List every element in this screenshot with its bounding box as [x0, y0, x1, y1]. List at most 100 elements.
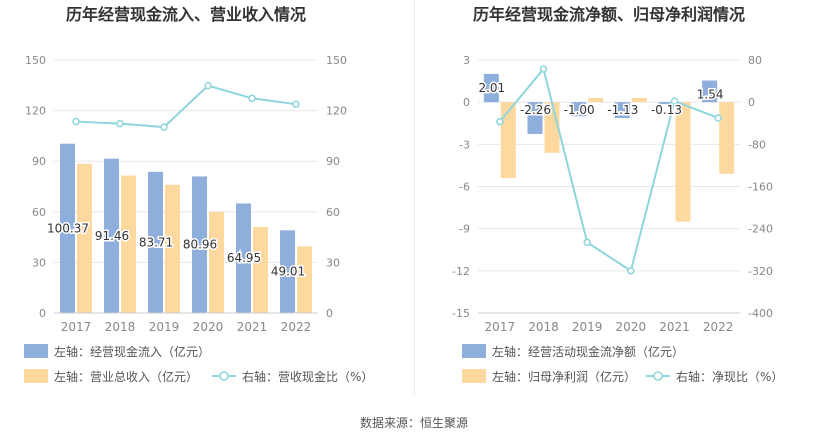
right-ratio-point	[583, 238, 591, 247]
left-x-tick-label: 2021	[237, 320, 268, 334]
right-left-tick-label: 3	[463, 54, 470, 67]
left-legend-label: 左轴：营业总收入（亿元）	[54, 369, 198, 384]
left-bar-data-label: 91.46	[95, 229, 129, 243]
right-bar-secondary	[719, 102, 735, 174]
right-bar-data-label: 1.54	[697, 88, 724, 102]
left-right-tick-label: 150	[326, 54, 347, 67]
left-left-tick-label: 0	[39, 307, 46, 320]
net-cashflow-profit-chart: 历年经营现金流净额、归母净利润情况 3 80 0 0 -3 -80 -6 -160 -9 -240 -…	[452, 5, 783, 384]
left-bar-secondary	[121, 175, 136, 313]
panel-divider	[414, 0, 415, 395]
right-chart-title: 历年经营现金流净额、归母净利润情况	[473, 5, 745, 24]
right-x-tick-label: 2017	[485, 320, 516, 334]
right-right-tick-label: -80	[748, 138, 766, 151]
left-bar-primary	[60, 143, 75, 313]
right-bar-secondary	[588, 97, 604, 103]
right-left-tick-label: -15	[452, 307, 470, 320]
left-bar-data-label: 49.01	[271, 265, 305, 279]
left-bar-data-label: 83.71	[139, 235, 173, 249]
left-right-tick-label: 120	[326, 105, 347, 118]
left-ratio-point	[204, 81, 212, 90]
right-ratio-point	[496, 117, 504, 126]
left-left-tick-label: 90	[32, 155, 46, 168]
right-bar-primary	[614, 102, 630, 119]
right-bar-primary	[483, 73, 499, 103]
right-x-tick-label: 2018	[528, 320, 559, 334]
left-right-tick-label: 0	[326, 307, 333, 320]
right-bar-data-label: -2.26	[520, 103, 551, 117]
left-bar-secondary	[297, 246, 312, 313]
left-x-tick-label: 2022	[281, 320, 312, 334]
left-legend-marker	[219, 371, 229, 381]
right-ratio-point	[714, 114, 722, 122]
right-left-tick-label: 0	[463, 96, 470, 109]
right-x-tick-label: 2021	[659, 320, 690, 334]
right-legend-label: 左轴：经营活动现金流净额（亿元）	[492, 344, 684, 359]
left-ratio-point	[292, 100, 300, 108]
right-left-tick-label: -9	[459, 223, 470, 236]
left-bar-primary	[192, 176, 207, 313]
left-x-tick-label: 2018	[105, 320, 136, 334]
right-bar-data-label: -1.00	[564, 103, 595, 117]
right-legend-swatch	[462, 344, 486, 358]
right-ratio-line	[499, 66, 719, 273]
left-ratio-point	[116, 119, 124, 128]
left-bar-primary	[236, 203, 251, 313]
right-ratio-point	[627, 267, 635, 275]
right-chart-panel: 历年经营现金流净额、归母净利润情况 3 80 0 0 -3 -80 -6 -160 -9 -240 -…	[414, 0, 828, 410]
left-ratio-point	[160, 123, 168, 131]
right-x-tick-label: 2022	[703, 320, 734, 334]
left-bar-secondary	[77, 163, 92, 313]
right-bar-secondary	[500, 102, 516, 179]
left-ratio-point	[72, 117, 80, 126]
right-ratio-point	[539, 65, 548, 73]
left-right-tick-label: 60	[326, 206, 340, 219]
left-bar-data-label: 64.95	[227, 251, 261, 265]
right-left-tick-label: -6	[459, 181, 470, 194]
left-x-tick-label: 2017	[61, 320, 92, 334]
left-right-tick-label: 90	[326, 155, 340, 168]
left-chart-panel: 历年经营现金流入、营业收入情况 150 150 120 120 90 90 60 60 30 30 0…	[0, 0, 414, 410]
right-ratio-point	[670, 97, 679, 105]
left-bar-secondary	[253, 226, 268, 313]
cash-inflow-revenue-chart: 历年经营现金流入、营业收入情况 150 150 120 120 90 90 60 60 30 30 0…	[24, 5, 373, 384]
right-legend-marker	[653, 371, 663, 381]
left-x-tick-label: 2019	[149, 320, 180, 334]
left-bar-data-label: 80.96	[183, 238, 217, 252]
left-bar-primary	[280, 230, 295, 313]
left-legend-swatch	[24, 344, 48, 358]
data-source-label: 数据来源：恒生聚源	[359, 416, 468, 430]
right-x-tick-label: 2020	[616, 320, 647, 334]
right-right-tick-label: 80	[748, 54, 762, 67]
left-ratio-point	[248, 94, 256, 103]
left-bar-secondary	[209, 211, 224, 313]
left-bar-data-label: 100.37	[47, 221, 89, 235]
right-right-tick-label: -320	[748, 265, 773, 278]
right-bar-primary	[527, 102, 543, 134]
left-legend-swatch	[24, 369, 48, 383]
right-x-tick-label: 2019	[572, 320, 603, 334]
right-right-tick-label: -240	[748, 223, 773, 236]
right-right-tick-label: 0	[748, 96, 755, 109]
left-bar-secondary	[165, 184, 180, 313]
right-bar-primary	[702, 80, 718, 103]
right-bar-data-label: -1.13	[607, 103, 638, 117]
left-left-tick-label: 120	[25, 105, 46, 118]
right-bar-data-label: 2.01	[478, 81, 505, 95]
right-left-tick-label: -12	[452, 265, 470, 278]
right-bar-data-label: -0.13	[651, 103, 682, 117]
right-legend-swatch	[462, 369, 486, 383]
left-legend-label: 左轴：经营现金流入（亿元）	[54, 344, 210, 359]
right-right-tick-label: -160	[748, 181, 773, 194]
right-legend-label: 左轴：归母净利润（亿元）	[492, 369, 636, 384]
left-x-tick-label: 2020	[193, 320, 224, 334]
left-left-tick-label: 150	[25, 54, 46, 67]
right-legend-label: 右轴：净现比（%）	[676, 369, 783, 384]
left-bar-primary	[104, 158, 119, 313]
right-bar-primary	[658, 102, 674, 104]
right-bar-secondary	[675, 102, 691, 222]
right-left-tick-label: -3	[459, 138, 470, 151]
left-right-tick-label: 30	[326, 256, 340, 269]
right-bar-primary	[571, 102, 587, 117]
left-bar-primary	[148, 171, 163, 313]
